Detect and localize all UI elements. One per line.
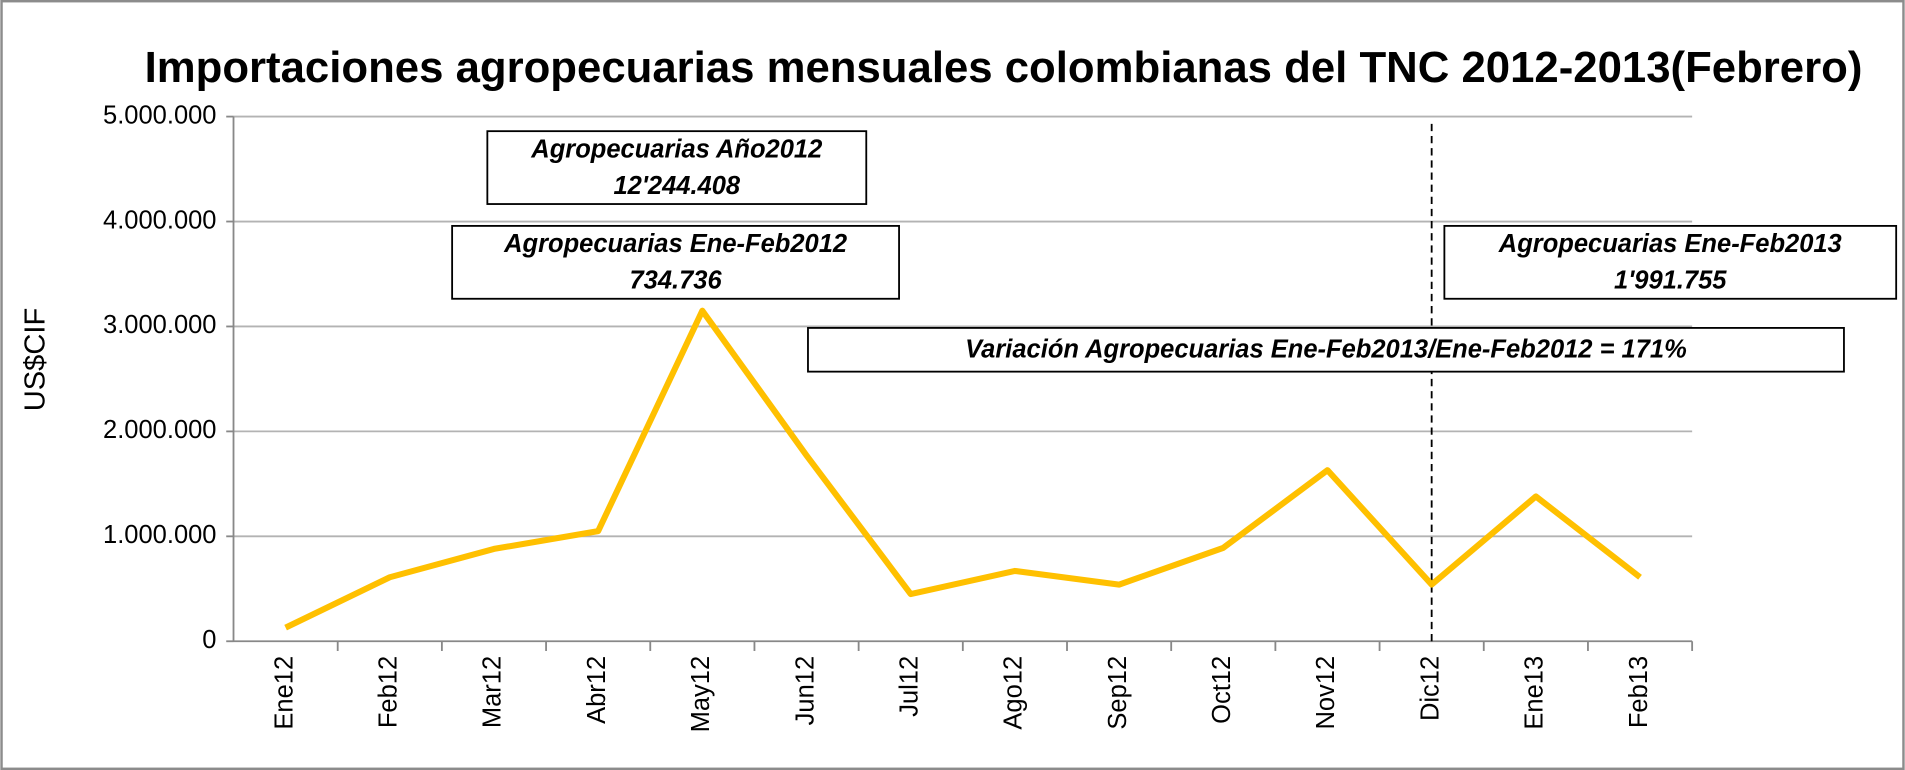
y-tick-label: 0 bbox=[202, 626, 216, 654]
x-tick-label: Abr12 bbox=[583, 656, 611, 724]
x-tick-label: Sep12 bbox=[1104, 656, 1132, 730]
data-line bbox=[284, 307, 1642, 631]
y-axis-label: US$CIF bbox=[19, 308, 51, 412]
x-tick-label: Dic12 bbox=[1416, 656, 1444, 721]
x-tick-label: Ene12 bbox=[270, 656, 298, 730]
y-tick-label: 5.000.000 bbox=[103, 101, 216, 129]
y-tick-label: 1.000.000 bbox=[103, 521, 216, 549]
annotation-text: Agropecuarias Ene-Feb2013 bbox=[1498, 230, 1842, 258]
x-tick-label: Feb12 bbox=[375, 656, 403, 728]
annotation-box bbox=[486, 130, 868, 205]
x-tick-label: Jul12 bbox=[895, 656, 923, 717]
y-tick-label: 3.000.000 bbox=[103, 311, 216, 339]
x-tick-label: Nov12 bbox=[1312, 656, 1340, 730]
x-tick-label: Feb13 bbox=[1625, 656, 1653, 728]
annotation-text: Agropecuarias Año2012 bbox=[530, 135, 822, 163]
annotation-text: 734.736 bbox=[629, 267, 722, 295]
annotation-box bbox=[1443, 224, 1898, 300]
x-tick-label: Mar12 bbox=[479, 656, 507, 728]
y-tick-label: 4.000.000 bbox=[103, 206, 216, 234]
annotation-text: 1'991.755 bbox=[1614, 267, 1727, 295]
y-tick-label: 2.000.000 bbox=[103, 416, 216, 444]
x-tick-label: Ene13 bbox=[1521, 656, 1549, 730]
x-tick-label: Oct12 bbox=[1208, 656, 1236, 724]
x-tick-label: Ago12 bbox=[1000, 656, 1028, 730]
x-tick-label: Jun12 bbox=[791, 656, 819, 725]
annotation-box bbox=[807, 327, 1845, 373]
annotation-text: Variación Agropecuarias Ene-Feb2013/Ene-… bbox=[965, 336, 1687, 364]
x-tick-label: May12 bbox=[687, 656, 715, 733]
annotation-text: 12'244.408 bbox=[614, 172, 741, 200]
annotation-text: Agropecuarias Ene-Feb2012 bbox=[503, 230, 847, 258]
annotation-box bbox=[451, 224, 900, 300]
chart-title: Importaciones agropecuarias mensuales co… bbox=[145, 43, 1863, 92]
